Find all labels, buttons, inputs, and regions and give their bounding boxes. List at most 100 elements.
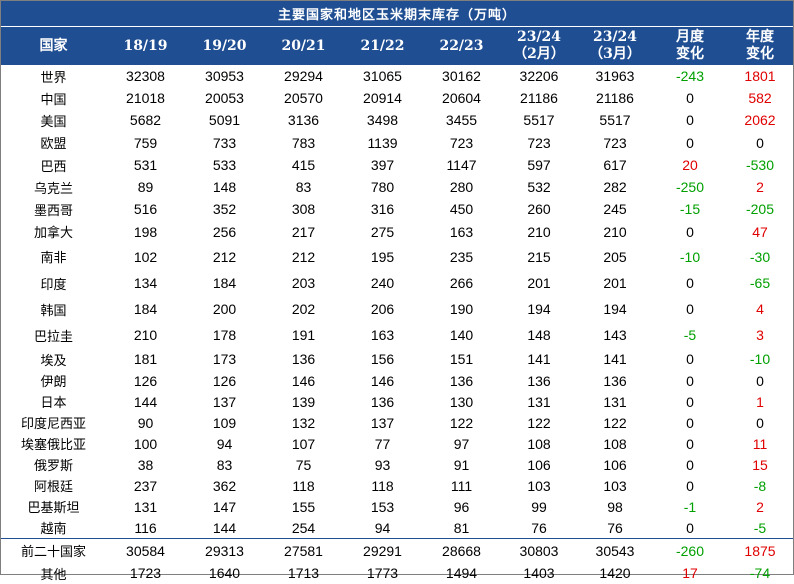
stock-value: 144 (133, 393, 158, 410)
country-name: 日本 (40, 396, 67, 411)
stock-value: 184 (133, 301, 158, 317)
stock-value: 181 (133, 351, 158, 367)
stock-value: 38 (137, 456, 154, 473)
table-row: 其他 1723 1640 1713 1773 1494 1403 1420 17 -74 (1, 562, 793, 584)
stock-value: 1494 (445, 565, 478, 581)
monthly-change: 0 (686, 134, 694, 151)
stock-value: 103 (527, 477, 551, 494)
stock-value: 1403 (523, 565, 555, 581)
stock-value: 237 (133, 477, 158, 494)
monthly-change: 0 (686, 414, 694, 431)
monthly-change: -10 (679, 248, 701, 265)
table-row: 巴拉圭 210 178 191 163 140 148 143 -5 3 (1, 322, 793, 348)
monthly-change: -1 (683, 498, 697, 515)
stock-value: 153 (370, 498, 395, 515)
header-mar-year: 23/24 (592, 29, 638, 45)
yearly-change: 47 (752, 223, 768, 240)
country-name: 欧盟 (40, 137, 67, 152)
monthly-change: 0 (686, 223, 694, 240)
stock-value: 136 (370, 393, 395, 410)
monthly-change: 0 (686, 301, 694, 317)
stock-value: 210 (603, 223, 627, 240)
yearly-change: -8 (753, 477, 767, 494)
yearly-change: 11 (752, 435, 768, 452)
stock-value: 191 (291, 327, 316, 343)
stock-value: 83 (295, 179, 312, 195)
stock-value: 30953 (205, 68, 244, 84)
header-mar: 23/24 （3月） (577, 27, 653, 65)
header-year: 19/20 (202, 37, 247, 54)
stock-value: 30803 (519, 542, 559, 559)
stock-value: 29294 (284, 68, 323, 84)
stock-value: 5517 (523, 112, 555, 128)
stock-value: 723 (527, 134, 551, 151)
stock-value: 202 (291, 301, 316, 317)
stock-value: 147 (212, 498, 237, 515)
stock-value: 75 (295, 456, 312, 473)
header-feb-year: 23/24 (516, 29, 562, 45)
stock-value: 275 (370, 223, 395, 240)
stock-value: 362 (212, 477, 237, 494)
monthly-change: 0 (686, 477, 694, 494)
monthly-change: 0 (686, 372, 694, 389)
country-name: 印度 (40, 277, 67, 293)
stock-value: 136 (527, 372, 551, 389)
header-monthly-change: 月度 变化 (653, 27, 727, 65)
header-yearly-change: 年度 变化 (727, 27, 793, 65)
header-feb: 23/24 （2月） (501, 27, 577, 65)
stock-value: 27581 (284, 542, 323, 559)
stock-value: 103 (603, 477, 627, 494)
stock-value: 1723 (129, 565, 162, 581)
country-name: 前二十国家 (20, 545, 86, 560)
stock-value: 3498 (366, 112, 399, 128)
stock-value: 77 (374, 435, 391, 452)
yearly-change: 582 (748, 90, 772, 106)
yearly-change: 2 (756, 179, 764, 195)
yearly-change: 1 (756, 393, 764, 410)
header-country: 国家 (39, 37, 68, 54)
stock-value: 137 (370, 414, 395, 431)
monthly-change: 0 (686, 112, 694, 128)
country-name: 其他 (40, 567, 67, 583)
yearly-change: 1801 (744, 68, 776, 84)
stock-value: 200 (212, 301, 237, 317)
table-row: 阿根廷 237 362 118 118 111 103 103 0 -8 (1, 475, 793, 496)
stock-value: 141 (603, 351, 627, 367)
monthly-change: 20 (682, 157, 698, 173)
table-row: 埃塞俄比亚 100 94 107 77 97 108 108 0 11 (1, 433, 793, 454)
stock-value: 108 (527, 435, 551, 452)
stock-value: 122 (603, 414, 627, 431)
table-row: 乌克兰 89 148 83 780 280 532 282 -250 2 (1, 176, 793, 198)
country-name: 美国 (40, 114, 67, 130)
monthly-change: 0 (686, 393, 694, 410)
stock-value: 212 (291, 248, 316, 265)
header-yearly-line2: 变化 (746, 46, 774, 62)
stock-value: 1147 (446, 157, 477, 173)
stock-value: 116 (134, 519, 157, 536)
country-name: 巴拉圭 (33, 329, 73, 345)
yearly-change: 0 (756, 414, 764, 431)
table-row: 中国 21018 20053 20570 20914 20604 21186 21186 0 58… (1, 87, 793, 109)
yearly-change: 2 (756, 498, 764, 515)
stock-value: 156 (370, 351, 395, 367)
table-row: 墨西哥 516 352 308 316 450 260 245 -15 -205 (1, 198, 793, 220)
header-year: 20/21 (281, 37, 326, 54)
table-row: 巴基斯坦 131 147 155 153 96 99 98 -1 2 (1, 496, 793, 517)
stock-value: 111 (450, 477, 473, 494)
yearly-change: -74 (749, 565, 771, 581)
country-name: 世界 (40, 70, 67, 86)
stock-value: 146 (370, 372, 395, 389)
stock-value: 90 (137, 414, 154, 431)
country-name: 埃及 (40, 353, 67, 369)
stock-value: 316 (370, 201, 395, 217)
yearly-change: -65 (749, 275, 771, 291)
stock-value: 30543 (595, 542, 635, 559)
table-row: 日本 144 137 139 136 130 131 131 0 1 (1, 391, 793, 412)
stock-value: 5517 (599, 112, 631, 128)
stock-value: 194 (527, 301, 551, 317)
stock-value: 100 (133, 435, 158, 452)
stock-value: 415 (291, 157, 316, 173)
stock-value: 759 (133, 134, 158, 151)
stock-value: 118 (292, 477, 315, 494)
